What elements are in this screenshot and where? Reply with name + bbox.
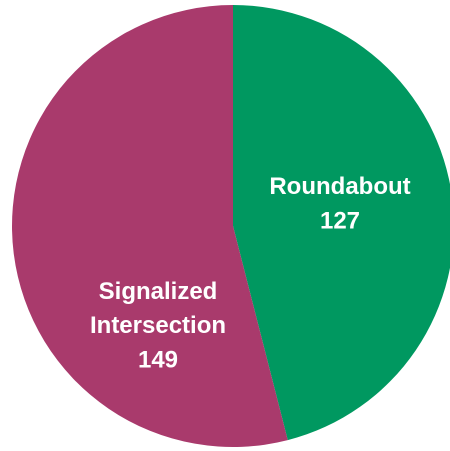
slice-label: Roundabout — [269, 173, 410, 200]
pie-slice — [233, 5, 450, 441]
slice-label: Signalized Intersection — [90, 278, 226, 339]
slice-value: 127 — [320, 207, 360, 234]
pie-slice — [12, 5, 288, 447]
slice-value: 149 — [138, 346, 178, 373]
